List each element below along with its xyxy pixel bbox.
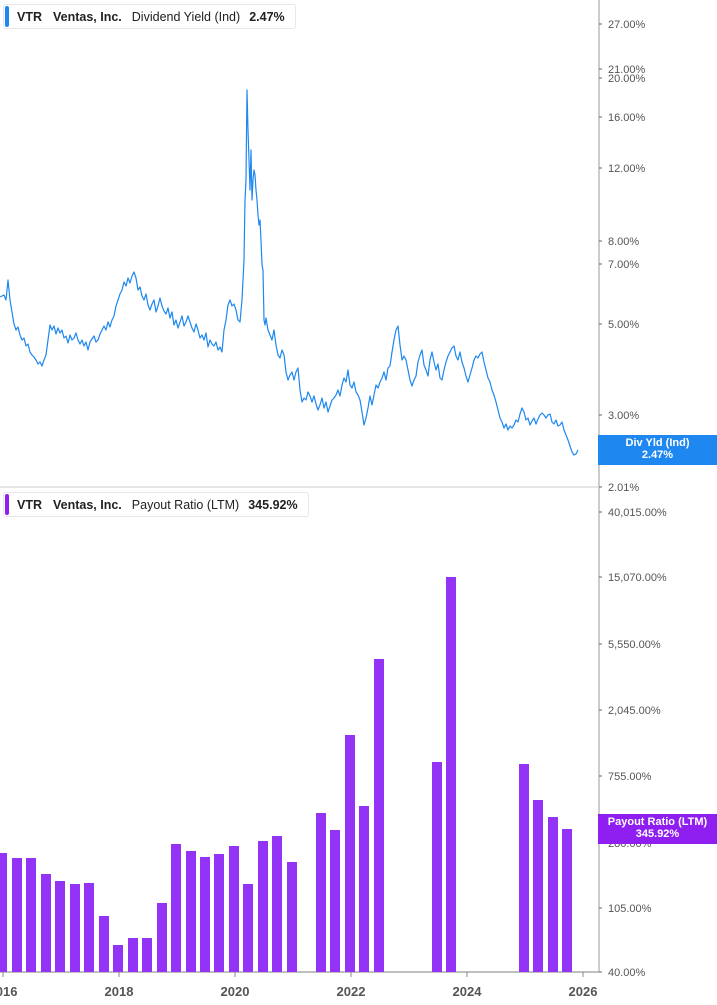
tag-label: Div Yld (Ind) (625, 437, 690, 449)
tag-label: Payout Ratio (LTM) (607, 816, 708, 828)
svg-text:8.00%: 8.00% (608, 236, 639, 248)
svg-text:2016: 2016 (0, 984, 17, 999)
svg-text:21.00%: 21.00% (608, 64, 646, 76)
svg-text:7.00%: 7.00% (608, 259, 639, 271)
svg-text:16.00%: 16.00% (608, 112, 646, 124)
svg-text:2,045.00%: 2,045.00% (608, 705, 661, 717)
legend-ticker: VTR (17, 9, 42, 24)
top-legend: VTR Ventas, Inc. Dividend Yield (Ind) 2.… (3, 4, 296, 29)
tag-value: 2.47% (641, 449, 674, 461)
legend-metric: Dividend Yield (Ind) (131, 9, 241, 24)
dividend-yield-line (0, 89, 579, 456)
svg-text:2018: 2018 (105, 984, 134, 999)
svg-text:755.00%: 755.00% (608, 771, 652, 783)
x-axis-ticks: 2016 2018 2020 2022 2024 2026 (0, 972, 597, 999)
svg-text:2.01%: 2.01% (608, 482, 639, 494)
payout-ratio-value-tag: Payout Ratio (LTM) 345.92% (598, 814, 717, 844)
dividend-yield-value-tag: Div Yld (Ind) 2.47% (598, 435, 717, 465)
tag-value: 345.92% (635, 828, 680, 840)
svg-text:2020: 2020 (221, 984, 250, 999)
svg-text:12.00%: 12.00% (608, 163, 646, 175)
bottom-y-ticks: 40,015.00% 15,070.00% 5,550.00% 2,045.00… (599, 507, 667, 979)
svg-text:105.00%: 105.00% (608, 903, 652, 915)
svg-text:2024: 2024 (453, 984, 483, 999)
legend-value: 2.47% (249, 9, 285, 24)
svg-text:2026: 2026 (569, 984, 598, 999)
legend-value: 345.92% (248, 497, 298, 512)
payout-ratio-bars (0, 577, 572, 972)
svg-text:40,015.00%: 40,015.00% (608, 507, 667, 519)
legend-color-swatch (5, 6, 9, 27)
svg-text:27.00%: 27.00% (608, 19, 646, 31)
svg-text:20.00%: 20.00% (608, 73, 646, 85)
svg-text:40.00%: 40.00% (608, 967, 646, 979)
legend-metric: Payout Ratio (LTM) (131, 497, 240, 512)
svg-text:15,070.00%: 15,070.00% (608, 572, 667, 584)
legend-company: Ventas, Inc. (53, 9, 122, 24)
svg-text:5.00%: 5.00% (608, 319, 639, 331)
legend-ticker: VTR (17, 497, 42, 512)
svg-text:5,550.00%: 5,550.00% (608, 639, 661, 651)
legend-company: Ventas, Inc. (53, 497, 122, 512)
svg-text:2022: 2022 (337, 984, 366, 999)
bottom-legend: VTR Ventas, Inc. Payout Ratio (LTM) 345.… (3, 492, 309, 517)
legend-color-swatch (5, 494, 9, 515)
svg-text:3.00%: 3.00% (608, 410, 639, 422)
top-y-ticks: 27.00% 21.00% 20.00% 16.00% 12.00% 8.00%… (599, 19, 646, 494)
